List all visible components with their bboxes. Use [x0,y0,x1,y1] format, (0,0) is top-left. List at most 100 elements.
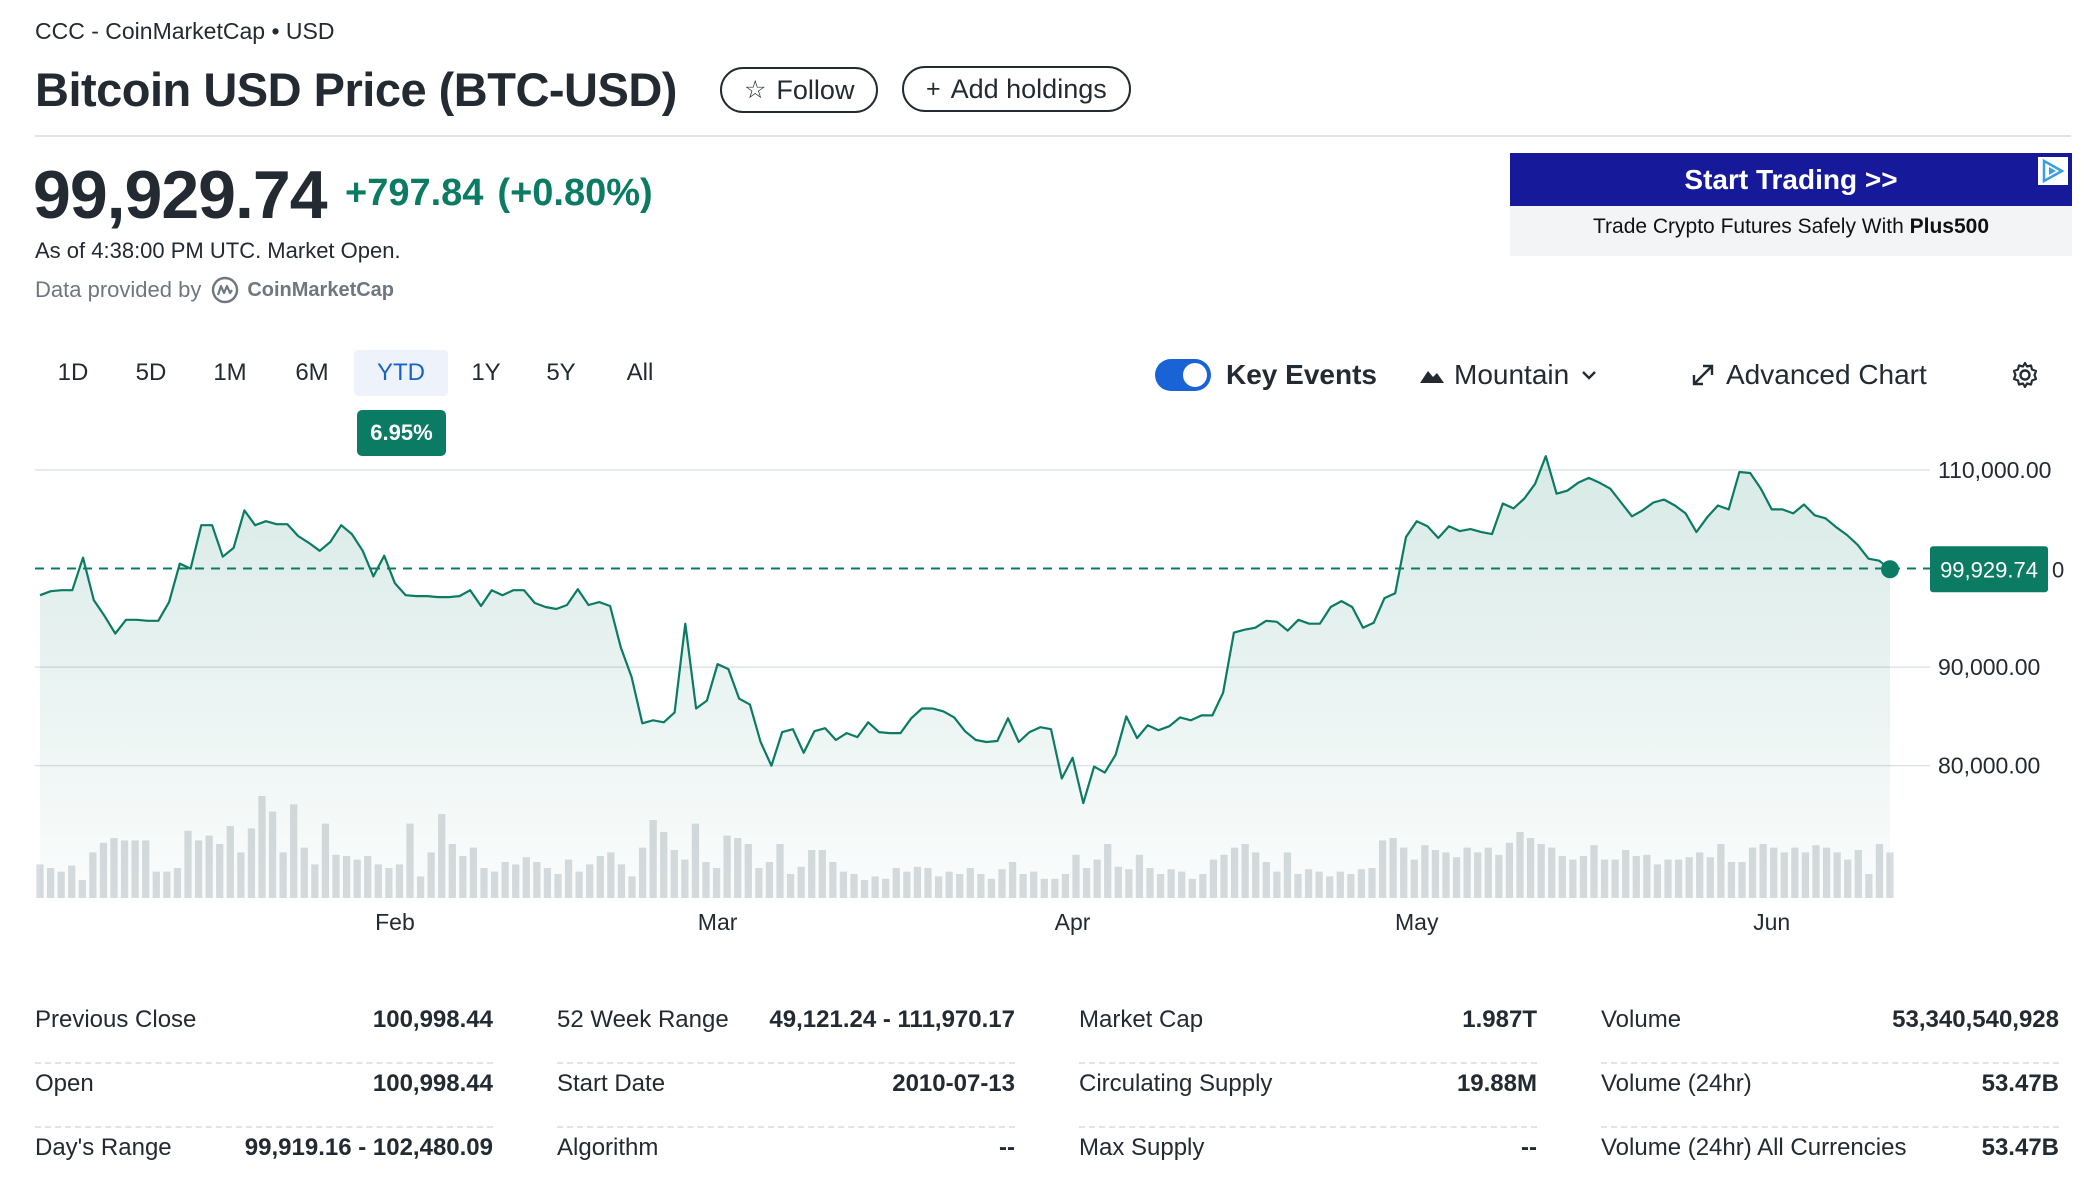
provider-prefix: Data provided by [35,277,202,302]
range-1m[interactable]: 1M [213,359,247,386]
stat-row-52-week-range: 52 Week Range 49,121.24 - 111,970.17 [557,1000,1015,1064]
stat-label: Day's Range [35,1134,172,1161]
ad-brand: Plus500 [1909,215,1990,238]
exchange-label: CCC - CoinMarketCap • USD [35,18,335,44]
range-1d[interactable]: 1D [57,359,89,386]
ad-subline: Trade Crypto Futures Safely With Plus500 [1510,215,2072,239]
stat-label: Volume [1601,1006,1682,1033]
gear-icon[interactable] [2010,360,2040,390]
xtick-label: Jun [1753,909,1790,935]
stats-column-1: Previous Close 100,998.44 Open 100,998.44 … [35,1000,493,1192]
chart-type-label: Mountain [1454,359,1570,390]
xtick-label: Mar [698,909,738,935]
as-of-timestamp: As of 4:38:00 PM UTC. Market Open. [35,238,401,263]
stat-row-open: Open 100,998.44 [35,1064,493,1128]
ytick-label: 80,000.00 [1938,753,2040,779]
follow-button[interactable]: ☆ Follow [720,67,879,113]
header-divider [35,135,2071,137]
stat-value: 2010-07-13 [892,1070,1015,1097]
range-return-badge: 6.95% [357,410,446,456]
stat-value: 19.88M [1456,1070,1537,1097]
stat-value: 99,919.16 - 102,480.09 [244,1134,493,1161]
change-value: +797.84 [345,172,484,214]
last-price-badge: 99,929.74 [1930,546,2048,593]
add-holdings-label: Add holdings [950,73,1107,104]
add-holdings-button[interactable]: + Add holdings [902,66,1131,112]
advanced-chart-link[interactable]: Advanced Chart [1690,359,1927,391]
stat-row-days-range: Day's Range 99,919.16 - 102,480.09 [35,1128,493,1192]
follow-label: Follow [776,74,855,105]
ytick-label: 90,000.00 [1938,654,2040,680]
stat-row-volume-24hr-all: Volume (24hr) All Currencies 53.47B [1601,1128,2059,1192]
stat-value: -- [1521,1134,1537,1161]
stat-row-algorithm: Algorithm -- [557,1128,1015,1192]
last-price-label: 99,929.74 [1940,557,2038,582]
stat-label: Volume (24hr) All Currencies [1601,1134,1907,1161]
stat-label: Open [35,1070,94,1097]
stat-row-max-supply: Max Supply -- [1079,1128,1537,1192]
expand-icon [1692,364,1714,386]
last-price-marker [1881,560,1899,579]
stat-row-market-cap: Market Cap 1.987T [1079,1000,1537,1064]
chart-type-dropdown[interactable]: Mountain [1418,359,1599,391]
advanced-chart-label: Advanced Chart [1726,359,1927,390]
coinmarketcap-logo-icon [212,276,239,304]
range-1y[interactable]: 1Y [471,359,501,386]
stat-row-start-date: Start Date 2010-07-13 [557,1064,1015,1128]
provider-name: CoinMarketCap [247,278,395,301]
stat-label: Previous Close [35,1006,197,1033]
stat-label: Max Supply [1079,1134,1205,1161]
stat-label: Algorithm [557,1134,659,1161]
stat-value: 1.987T [1462,1006,1537,1033]
stat-row-previous-close: Previous Close 100,998.44 [35,1000,493,1064]
current-price: 99,929.74 [33,157,328,233]
key-events-label[interactable]: Key Events [1226,359,1377,390]
stat-value: 49,121.24 - 111,970.17 [769,1006,1015,1033]
range-all[interactable]: All [626,359,654,386]
change-percent: (+0.80%) [497,172,653,214]
page-title: Bitcoin USD Price (BTC-USD) [35,63,677,116]
y-axis: 110,000.00 90,000.00 80,000.00 [1938,457,2051,779]
star-icon: ☆ [744,76,767,104]
xtick-label: Apr [1055,909,1091,935]
range-ytd[interactable]: YTD [354,350,448,396]
key-events-toggle[interactable] [1155,359,1211,391]
mountain-icon [1420,371,1444,383]
stat-value: 53.47B [1981,1134,2059,1161]
stats-column-3: Market Cap 1.987T Circulating Supply 19.88… [1079,1000,1537,1192]
data-provider: Data provided by CoinMarketCap [35,276,394,304]
chevron-down-icon [1582,371,1597,380]
stats-column-4: Volume 53,340,540,928 Volume (24hr) 53.47B… [1601,1000,2059,1192]
stat-row-volume: Volume 53,340,540,928 [1601,1000,2059,1064]
price-change: +797.84 (+0.80%) [345,172,653,215]
ad-subline-text: Trade Crypto Futures Safely With [1592,215,1910,238]
stats-column-2: 52 Week Range 49,121.24 - 111,970.17 Star… [557,1000,1015,1192]
x-axis: Feb Mar Apr May Jun [375,909,1790,935]
adchoices-icon[interactable] [2038,157,2068,185]
stat-value: 53,340,540,928 [1892,1006,2059,1033]
ad-headline[interactable]: Start Trading >> [1510,153,2072,206]
stat-label: Volume (24hr) [1601,1070,1752,1097]
stat-label: 52 Week Range [557,1006,729,1033]
range-5d[interactable]: 5D [135,359,167,386]
stat-value: 53.47B [1981,1070,2059,1097]
stat-value: 100,998.44 [372,1006,493,1033]
stat-row-volume-24hr: Volume (24hr) 53.47B [1601,1064,2059,1128]
range-6m[interactable]: 6M [295,359,329,386]
ad-banner[interactable]: Start Trading >> Trade Crypto Futures Sa… [1510,153,2072,256]
stat-value: 100,998.44 [372,1070,493,1097]
stat-row-circulating-supply: Circulating Supply 19.88M [1079,1064,1537,1128]
xtick-label: May [1395,909,1439,935]
stat-label: Circulating Supply [1079,1070,1273,1097]
stat-value: -- [999,1134,1015,1161]
price-area-fill [40,456,1890,898]
stat-label: Market Cap [1079,1006,1204,1033]
range-5y[interactable]: 5Y [546,359,576,386]
price-series-line [39,455,1891,805]
price-chart[interactable]: 110,000.00 90,000.00 80,000.00 Feb Mar Apr Ma… [0,430,2084,950]
stat-label: Start Date [557,1070,666,1097]
ytick-label-fragment: 0 [2052,557,2064,582]
xtick-label: Feb [375,909,415,935]
plus-icon: + [926,74,941,103]
ytick-label: 110,000.00 [1938,457,2051,483]
